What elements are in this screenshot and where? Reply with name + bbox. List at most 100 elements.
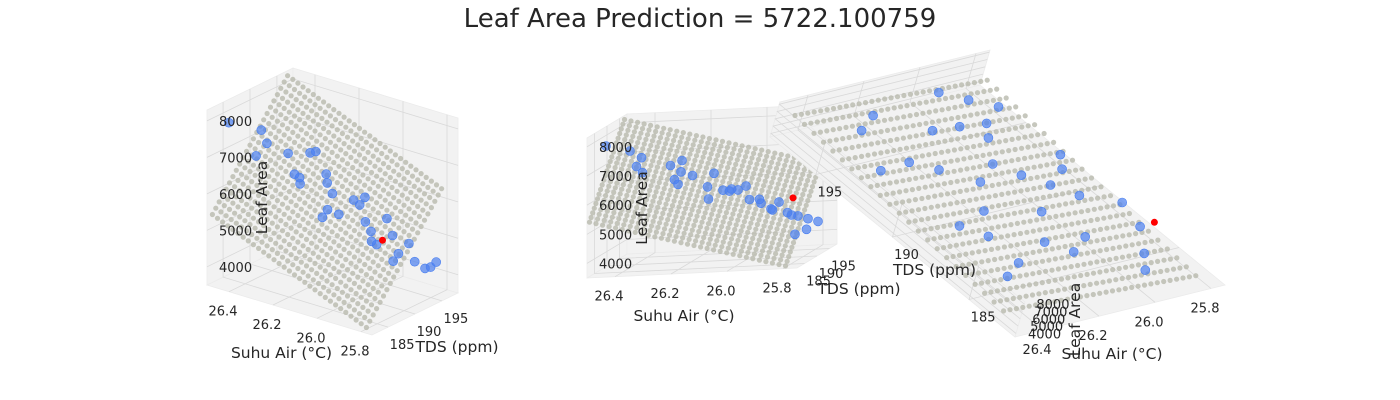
plane-point <box>735 197 741 203</box>
plane-point <box>790 179 796 185</box>
plane-point <box>756 217 762 223</box>
plane-point <box>315 201 321 207</box>
plane-point <box>628 138 634 144</box>
plane-point <box>430 188 436 194</box>
z-tick-label: 7000 <box>599 170 632 185</box>
plane-point <box>314 191 320 197</box>
plane-point <box>1164 267 1170 273</box>
plane-point <box>259 186 265 192</box>
plane-point <box>321 152 327 158</box>
plane-point <box>1094 259 1100 265</box>
observed-point <box>687 170 698 181</box>
x-tick-label: 26.0 <box>1135 315 1164 330</box>
plane-point <box>233 167 239 173</box>
plane-point <box>348 313 354 319</box>
plane-point <box>1151 270 1157 276</box>
plane-point <box>961 156 967 162</box>
x-tick-label: 25.8 <box>763 282 792 297</box>
plane-point <box>942 117 948 123</box>
plane-point <box>254 209 260 215</box>
plane-point <box>787 249 793 255</box>
plane-point <box>749 215 756 221</box>
plane-point <box>242 218 248 224</box>
plane-point <box>1050 161 1056 167</box>
plane-point <box>415 203 421 209</box>
plane-point <box>338 200 344 206</box>
plane-point <box>291 192 298 198</box>
plane-point <box>672 153 678 159</box>
plane-point <box>798 111 805 117</box>
plane-point <box>948 201 954 207</box>
plane-point <box>890 169 897 175</box>
plane-point <box>273 108 279 114</box>
plane-point <box>370 180 376 186</box>
plane-point <box>297 143 303 149</box>
plane-point <box>836 147 842 153</box>
plane-point <box>988 289 994 295</box>
plane-point <box>375 183 381 189</box>
plane-point <box>734 177 741 183</box>
plane-point <box>619 166 625 172</box>
plane-point <box>758 212 764 218</box>
plane-point <box>1025 144 1031 150</box>
plane-point <box>307 98 313 104</box>
plane-point <box>653 169 659 175</box>
plane-point <box>766 229 772 235</box>
plane-point <box>875 140 881 146</box>
plane-point <box>1049 267 1055 273</box>
y-tick-label: 185 <box>390 338 415 353</box>
plane-point <box>913 154 919 160</box>
plane-point <box>741 158 747 164</box>
plane-point <box>964 166 970 172</box>
plane-point <box>740 243 746 249</box>
plane-point <box>281 211 287 217</box>
plane-point <box>637 195 643 201</box>
plane-point <box>319 248 325 254</box>
plane-point <box>989 225 995 231</box>
plane-point <box>271 257 277 263</box>
plane-point <box>247 142 253 148</box>
plane-point <box>900 156 906 162</box>
plane-point <box>398 261 404 267</box>
plane-point <box>1043 268 1049 274</box>
plane-point <box>302 94 308 100</box>
plane-point <box>285 99 291 105</box>
plane-point <box>666 172 672 178</box>
plane-point <box>303 236 310 242</box>
plane-point <box>846 113 853 119</box>
plane-point <box>881 160 887 166</box>
plane-point <box>888 137 894 144</box>
x-axis-label: Suhu Air (°C) <box>633 307 734 325</box>
plane-point <box>245 211 251 217</box>
plane-point <box>321 125 327 132</box>
plane-point <box>782 203 788 209</box>
plane-point <box>992 235 998 241</box>
plane-point <box>625 188 632 194</box>
plane-point <box>358 162 364 168</box>
plane-point <box>1091 206 1097 212</box>
plane-point <box>669 203 676 209</box>
plane-point <box>312 181 318 187</box>
plane-point <box>343 204 349 210</box>
plane-point <box>428 205 434 211</box>
plane-point <box>1097 269 1103 275</box>
plane-point <box>324 199 330 205</box>
plane-point <box>762 178 768 184</box>
plane-point <box>1167 277 1173 283</box>
plane-point <box>687 151 693 157</box>
plane-point <box>777 237 784 243</box>
plane-point <box>704 225 710 231</box>
plane-point <box>773 165 780 172</box>
plane-point <box>894 158 900 164</box>
plane-point <box>1024 251 1030 257</box>
plane-point <box>743 234 749 240</box>
plane-point <box>993 129 999 135</box>
plane-point <box>862 100 869 106</box>
plane-point <box>314 244 320 250</box>
plane-point <box>312 207 318 213</box>
plane-point <box>772 231 779 237</box>
plane-point <box>245 158 251 165</box>
plane-point <box>635 220 642 226</box>
plane-point <box>267 131 274 137</box>
plane-point <box>881 181 887 187</box>
